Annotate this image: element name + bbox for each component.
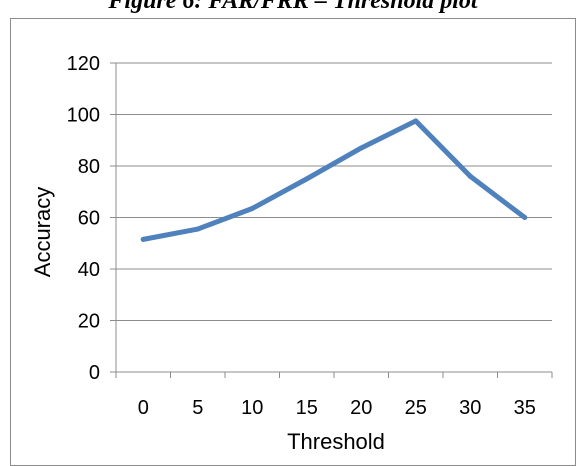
x-tick-label: 0 [138, 397, 149, 419]
tick-labels: 0 20 40 60 80 100 120 0 5 10 15 20 25 30 35 [67, 53, 536, 419]
x-tick-label: 15 [296, 397, 318, 419]
x-tick-label: 35 [514, 397, 536, 419]
x-tick-label: 20 [350, 397, 372, 419]
series-line [140, 118, 528, 242]
y-tick-label: 100 [67, 105, 100, 127]
y-axis-label: Accuracy [30, 187, 55, 277]
y-tick-label: 60 [78, 208, 100, 230]
gridlines [116, 62, 552, 321]
data-point [195, 226, 201, 232]
y-tick-label: 0 [89, 362, 100, 384]
axes [110, 62, 553, 378]
data-point [249, 205, 255, 211]
series-layer [140, 118, 528, 242]
y-tick-label: 120 [67, 53, 100, 75]
x-tick-label: 5 [192, 397, 203, 419]
y-tick-label: 80 [78, 156, 100, 178]
data-point [467, 173, 473, 179]
figure-title: Figure 6: FAR/FRR – Threshold plot [108, 0, 478, 14]
data-point [358, 145, 364, 151]
data-point [413, 118, 419, 124]
chart-frame [10, 18, 576, 466]
data-point [304, 176, 310, 182]
data-point [522, 215, 528, 220]
y-tick-label: 40 [78, 259, 100, 281]
data-point [140, 236, 146, 242]
x-tick-label: 25 [405, 397, 427, 419]
x-tick-label: 10 [241, 397, 263, 419]
x-tick-label: 30 [459, 397, 481, 419]
x-axis-label: Threshold [287, 429, 385, 454]
y-tick-label: 20 [78, 311, 100, 333]
